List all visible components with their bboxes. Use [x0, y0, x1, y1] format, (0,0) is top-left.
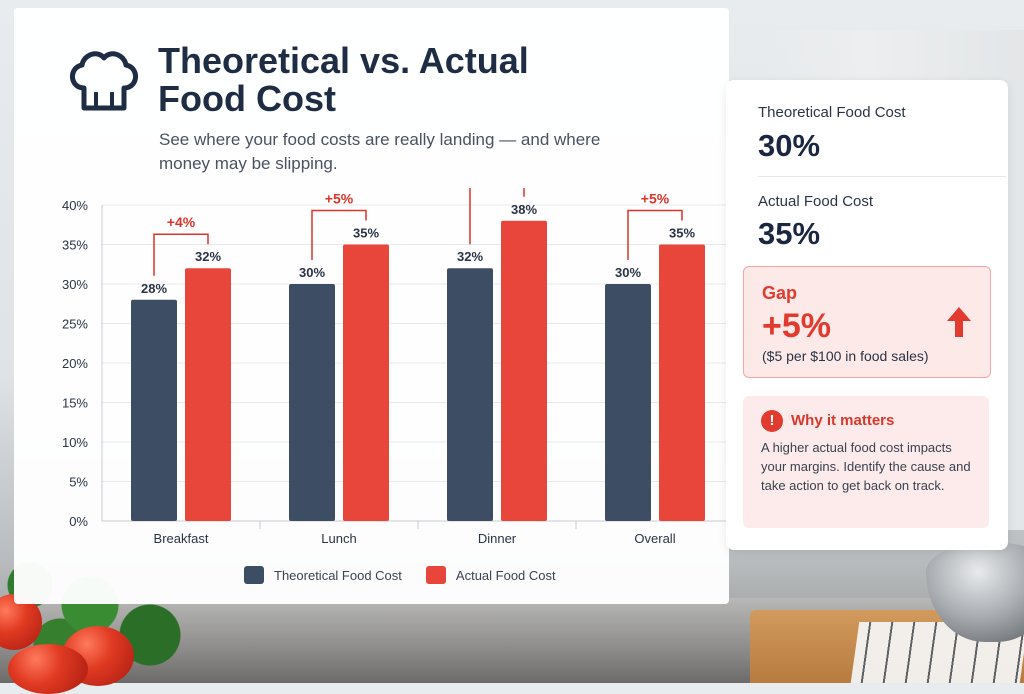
legend-label-actual: Actual Food Cost — [455, 567, 556, 583]
y-tick-label: 15% — [62, 396, 88, 411]
tomato-image — [8, 644, 88, 694]
chef-hat-icon — [70, 51, 138, 111]
y-tick-label: 40% — [62, 198, 88, 213]
y-tick-label: 0% — [69, 514, 88, 529]
bar-theoretical — [289, 284, 335, 521]
bar-chart: 0% 5% 10% 15% 20% 25% 30% 35% 40% 28% 32% +4% Breakf… — [62, 188, 734, 546]
alert-icon: ! — [761, 410, 783, 432]
bar-theoretical — [605, 284, 651, 521]
page-subtitle: See where your food costs are really lan… — [159, 130, 601, 173]
legend-label-theoretical: Theoretical Food Cost — [274, 567, 402, 583]
why-title: Why it matters — [791, 412, 895, 429]
theoretical-cost-value: 30% — [758, 128, 821, 163]
why-body: A higher actual food cost impacts your m… — [761, 440, 971, 493]
data-label-theoretical: 32% — [457, 249, 483, 264]
gap-value: +5% — [762, 307, 831, 345]
gap-label: +5% — [641, 191, 670, 207]
gap-bracket — [311, 209, 367, 260]
gap-label: Gap — [762, 283, 798, 303]
bar-actual — [659, 244, 705, 521]
gap-label: +4% — [167, 214, 196, 230]
x-category-label: Breakfast — [154, 531, 209, 546]
actual-cost-label: Actual Food Cost — [758, 193, 874, 210]
title-line-2: Food Cost — [158, 78, 336, 119]
data-label-theoretical: 28% — [141, 281, 167, 296]
theoretical-cost-label: Theoretical Food Cost — [758, 104, 906, 121]
title-line-1: Theoretical vs. Actual — [158, 40, 529, 81]
data-label-actual: 38% — [511, 202, 537, 217]
gap-note: ($5 per $100 in food sales) — [762, 348, 929, 364]
y-tick-label: 5% — [69, 475, 88, 490]
legend-swatch-theoretical — [244, 566, 264, 584]
y-tick-label: 10% — [62, 435, 88, 450]
data-label-actual: 32% — [195, 249, 221, 264]
legend-item-theoretical: Theoretical Food Cost — [244, 566, 402, 584]
gap-label: +5% — [325, 191, 354, 207]
page-title: Theoretical vs. Actual Food Cost — [158, 42, 529, 118]
bar-actual — [343, 244, 389, 521]
bar-actual — [185, 268, 231, 521]
x-category-label: Overall — [634, 531, 675, 546]
actual-cost-value: 35% — [758, 216, 821, 251]
summary-panel: Theoretical Food Cost 30% Actual Food Co… — [726, 80, 1008, 550]
legend-item-actual: Actual Food Cost — [425, 566, 556, 584]
y-tick-label: 20% — [62, 356, 88, 371]
y-tick-label: 35% — [62, 238, 88, 253]
x-category-label: Dinner — [478, 531, 517, 546]
gap-bracket — [627, 209, 683, 260]
gap-bracket — [469, 188, 525, 245]
data-label-theoretical: 30% — [299, 265, 325, 280]
arrow-up-icon — [947, 307, 971, 337]
y-tick-label: 30% — [62, 277, 88, 292]
legend-swatch-actual — [425, 566, 446, 584]
divider — [758, 176, 1006, 177]
bar-actual — [501, 220, 547, 522]
gap-callout: Gap +5% ($5 per $100 in food sales) — [743, 266, 991, 378]
data-label-actual: 35% — [353, 226, 379, 241]
x-category-label: Lunch — [321, 531, 356, 546]
bar-theoretical — [447, 268, 493, 521]
gap-bracket — [153, 233, 209, 276]
bar-theoretical — [131, 299, 177, 521]
chart-card: Theoretical vs. Actual Food Cost See whe… — [14, 8, 734, 604]
chart-legend: Theoretical Food Cost Actual Food Cost — [244, 566, 556, 584]
data-label-actual: 35% — [669, 226, 695, 241]
why-it-matters-callout: ! Why it matters A higher actual food co… — [743, 396, 989, 528]
data-label-theoretical: 30% — [615, 265, 641, 280]
y-tick-label: 25% — [62, 317, 88, 332]
